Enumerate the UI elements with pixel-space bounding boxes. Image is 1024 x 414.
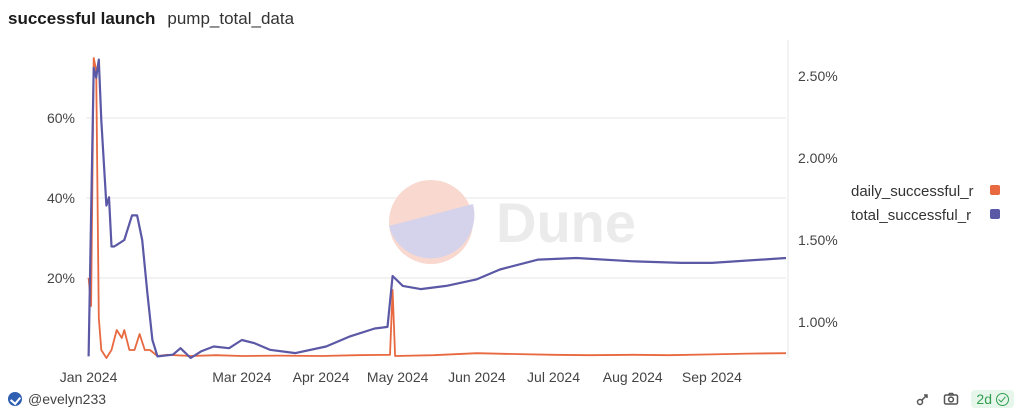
refresh-age-badge[interactable]: 2d: [971, 390, 1014, 408]
series-line-total-successful-r: [87, 58, 787, 360]
y-right-tick-label: 2.50%: [798, 68, 838, 84]
y-right-tick-label: 1.50%: [798, 232, 838, 248]
watermark-text: Dune: [496, 191, 636, 254]
x-tick-label: Jan 2024: [60, 369, 118, 385]
author-name[interactable]: @evelyn233: [28, 391, 107, 407]
check-circle-icon: [996, 392, 1009, 406]
y-left-tick-label: 20%: [47, 270, 75, 286]
series-line-daily-successful-r: [87, 57, 787, 359]
refresh-age-label: 2d: [976, 391, 992, 407]
y-left-tick-label: 40%: [47, 190, 75, 206]
avatar[interactable]: [8, 392, 22, 406]
x-tick-label: May 2024: [367, 369, 429, 385]
query-name[interactable]: pump_total_data: [167, 9, 295, 28]
x-tick-label: Apr 2024: [293, 369, 350, 385]
legend-swatch: [990, 185, 1000, 195]
legend-label: total_successful_r: [851, 207, 971, 224]
axes-layer: 20% 40% 60% 1.00% 1.50% 2.00% 2.50% Jan 2024 Mar…: [47, 68, 838, 385]
y-right-tick-label: 2.00%: [798, 150, 838, 166]
chart-title: successful launch: [8, 9, 156, 28]
footer-tools: 2d: [915, 388, 1014, 410]
x-tick-label: Mar 2024: [212, 369, 271, 385]
camera-icon[interactable]: [943, 391, 959, 407]
legend-label: daily_successful_r: [851, 183, 974, 200]
dune-watermark: Dune: [389, 180, 636, 264]
legend: daily_successful_r total_successful_r: [851, 183, 1000, 224]
grid-layer: [86, 40, 789, 358]
legend-swatch: [990, 209, 1000, 219]
y-left-tick-label: 60%: [47, 110, 75, 126]
share-icon[interactable]: [915, 391, 931, 407]
x-tick-label: Jun 2024: [448, 369, 506, 385]
watermark-circle-shade: [389, 204, 475, 259]
footer: @evelyn233: [8, 388, 106, 410]
x-tick-label: Sep 2024: [682, 369, 742, 385]
chart-header: successful launch pump_total_data: [8, 6, 294, 32]
x-tick-label: Jul 2024: [527, 369, 580, 385]
x-tick-label: Aug 2024: [603, 369, 663, 385]
series-layer: [87, 57, 787, 360]
y-right-tick-label: 1.00%: [798, 314, 838, 330]
